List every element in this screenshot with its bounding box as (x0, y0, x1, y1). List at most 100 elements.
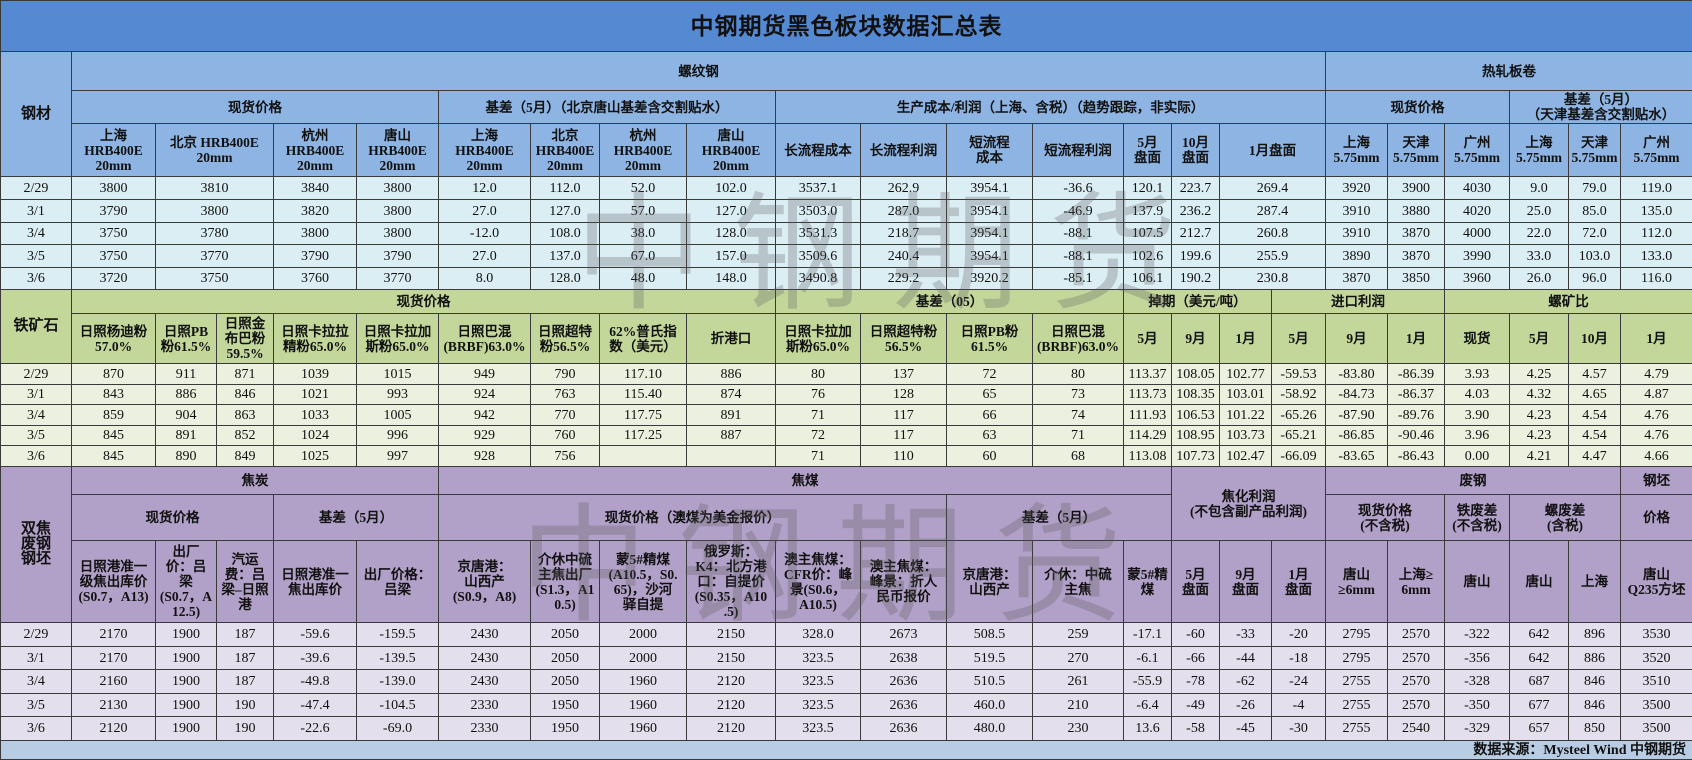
value-cell: 1950 (531, 717, 600, 741)
value-cell: 760 (531, 426, 600, 446)
value-cell: 4020 (1445, 200, 1510, 223)
value-cell: 3810 (156, 177, 274, 200)
value-cell: 3960 (1445, 268, 1510, 290)
date-cell: 3/4 (1, 670, 72, 694)
date-cell: 3/1 (1, 200, 72, 223)
column-header: 俄罗斯： K4：北方港 口：自提价 (S0.35，A10 .5) (687, 541, 776, 623)
column-header: 5月 (1272, 314, 1326, 364)
value-cell: 1950 (531, 694, 600, 717)
value-cell: 886 (687, 364, 776, 385)
value-cell: 328.0 (776, 623, 861, 647)
value-cell: -89.76 (1388, 405, 1445, 426)
value-cell: 128.0 (531, 268, 600, 290)
column-header: 天津 5.75mm (1569, 124, 1621, 177)
value-cell: 929 (439, 426, 531, 446)
group-header-rebar: 螺纹钢 (72, 52, 1326, 91)
value-cell: 1033 (274, 405, 357, 426)
value-cell: 103.01 (1220, 385, 1272, 405)
value-cell: 107.5 (1124, 223, 1172, 245)
value-cell: 0.00 (1445, 446, 1510, 467)
value-cell: 859 (72, 405, 156, 426)
value-cell: 323.5 (776, 670, 861, 694)
value-cell: 3.93 (1445, 364, 1510, 385)
value-cell: 850 (1569, 717, 1621, 741)
value-cell: 3537.1 (776, 177, 861, 200)
value-cell: -17.1 (1124, 623, 1172, 647)
value-cell: 3900 (1388, 177, 1445, 200)
value-cell: 128 (861, 385, 947, 405)
value-cell: 770 (531, 405, 600, 426)
column-header: 京唐港： 山西产 (947, 541, 1033, 623)
value-cell: 924 (439, 385, 531, 405)
value-cell: -65.21 (1272, 426, 1326, 446)
value-cell: 1900 (156, 694, 217, 717)
column-header: 5月 盘面 (1172, 541, 1220, 623)
value-cell: 2636 (861, 670, 947, 694)
value-cell: -88.1 (1033, 245, 1124, 268)
value-cell: 4030 (1445, 177, 1510, 200)
column-header: 日照卡拉拉 精粉65.0% (274, 314, 357, 364)
column-header: 唐山 ≥6mm (1326, 541, 1388, 623)
value-cell: 8.0 (439, 268, 531, 290)
value-cell: -83.80 (1326, 364, 1388, 385)
value-cell: -22.6 (274, 717, 357, 741)
column-header: 日照巴混 (BRBF)63.0% (439, 314, 531, 364)
value-cell: 106.53 (1172, 405, 1220, 426)
value-cell: -45 (1220, 717, 1272, 741)
value-cell: -83.65 (1326, 446, 1388, 467)
value-cell: 4.54 (1569, 405, 1621, 426)
value-cell: 72 (776, 426, 861, 446)
column-header: 短流程 成本 (947, 124, 1033, 177)
value-cell: 891 (687, 405, 776, 426)
group-header: 掉期（美元/吨） (1124, 290, 1272, 314)
value-cell: -24 (1272, 670, 1326, 694)
column-header: 日照巴混 (BRBF)63.0% (1033, 314, 1124, 364)
value-cell: 137.0 (531, 245, 600, 268)
value-cell: 52.0 (600, 177, 687, 200)
value-cell: 1900 (156, 623, 217, 647)
column-header: 澳主焦煤： CFR价：峰 景(S0.6， A10.5) (776, 541, 861, 623)
value-cell: 4.79 (1621, 364, 1692, 385)
column-header: 1月 (1388, 314, 1445, 364)
value-cell: 4.57 (1569, 364, 1621, 385)
value-cell: 110 (861, 446, 947, 467)
value-cell: 3790 (274, 245, 357, 268)
value-cell: -86.85 (1326, 426, 1388, 446)
column-header: 广州 5.75mm (1621, 124, 1692, 177)
value-cell: -49 (1172, 694, 1220, 717)
value-cell: 887 (687, 426, 776, 446)
value-cell: 2755 (1326, 694, 1388, 717)
value-cell: 3920 (1326, 177, 1388, 200)
value-cell: 942 (439, 405, 531, 426)
value-cell: -85.1 (1033, 268, 1124, 290)
column-header: 广州 5.75mm (1445, 124, 1510, 177)
subgroup-header: 现货价格（澳煤为美金报价） (439, 495, 947, 541)
value-cell: -60 (1172, 623, 1220, 647)
value-cell: 187 (217, 647, 274, 670)
value-cell: 3750 (156, 268, 274, 290)
group-header: 进口利润 (1272, 290, 1445, 314)
value-cell: 4000 (1445, 223, 1510, 245)
value-cell: 102.6 (1124, 245, 1172, 268)
column-header-row: 日照港准一 级焦出库价 (S0.7，A13)出厂 价：吕 梁 (S0.7，A 1… (1, 541, 1692, 623)
value-cell: 187 (217, 670, 274, 694)
value-cell: 223.7 (1172, 177, 1220, 200)
column-header: 现货 (1445, 314, 1510, 364)
subgroup-header: 基差（5月） (947, 495, 1172, 541)
column-header: 日照超特粉 56.5% (861, 314, 947, 364)
value-cell: 112.0 (531, 177, 600, 200)
value-cell: -159.5 (357, 623, 439, 647)
group-header-scrap: 废钢 (1326, 467, 1621, 495)
footer-row: 数据来源：Mysteel Wind 中钢期货 (1, 741, 1692, 760)
value-cell: -90.46 (1388, 426, 1445, 446)
value-cell: 1960 (600, 694, 687, 717)
value-cell: 106.1 (1124, 268, 1172, 290)
value-cell: 117 (861, 405, 947, 426)
value-cell: 114.29 (1124, 426, 1172, 446)
value-cell: 3770 (357, 268, 439, 290)
column-header: 62%普氏指 数（美元） (600, 314, 687, 364)
value-cell: 85.0 (1569, 200, 1621, 223)
value-cell: 4.21 (1510, 446, 1569, 467)
column-header: 上海 HRB400E 20mm (439, 124, 531, 177)
value-cell: 323.5 (776, 717, 861, 741)
